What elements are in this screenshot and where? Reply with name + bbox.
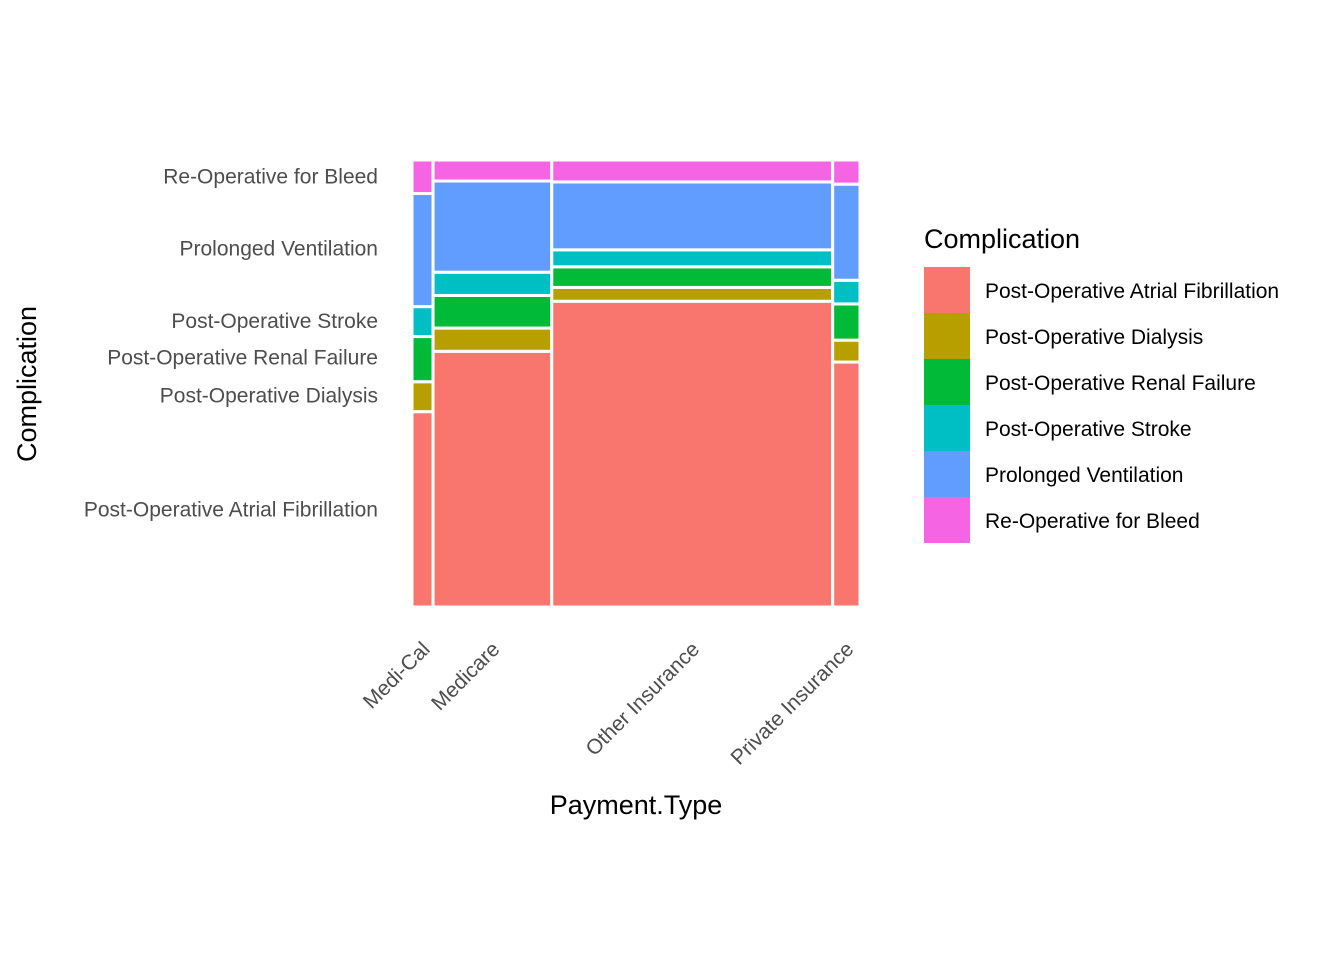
mosaic-tiles <box>410 158 862 609</box>
legend-key-re-operative-for-bleed <box>924 497 970 543</box>
x-tick-label: Medicare <box>427 638 504 715</box>
tile-medi-cal-re-operative-for-bleed <box>410 158 435 196</box>
legend-label: Re-Operative for Bleed <box>985 510 1200 533</box>
legend-items: Post-Operative Atrial Fibrillation Post-O… <box>924 267 1279 543</box>
tile-other-insurance-prolonged-ventilation <box>550 180 835 252</box>
tile-medicare-post-operative-stroke <box>431 270 554 297</box>
legend-label: Prolonged Ventilation <box>985 464 1184 487</box>
y-tick-label: Post-Operative Renal Failure <box>107 347 378 370</box>
legend-title: Complication <box>924 224 1080 254</box>
tile-medi-cal-post-operative-atrial-fibrillation <box>410 410 435 609</box>
tile-medicare-post-operative-dialysis <box>431 326 554 353</box>
legend-key-post-operative-atrial-fibrillation <box>924 267 970 313</box>
legend-key-post-operative-dialysis <box>924 313 970 359</box>
tile-medicare-post-operative-atrial-fibrillation <box>431 349 554 609</box>
x-axis-title: Payment.Type <box>550 790 723 820</box>
x-tick-label: Private Insurance <box>727 638 859 770</box>
tile-other-insurance-re-operative-for-bleed <box>550 158 835 184</box>
tile-private-insurance-post-operative-dialysis <box>831 338 862 364</box>
tile-medi-cal-post-operative-stroke <box>410 305 435 339</box>
tile-medicare-prolonged-ventilation <box>431 179 554 274</box>
tile-medi-cal-prolonged-ventilation <box>410 192 435 309</box>
tile-private-insurance-re-operative-for-bleed <box>831 158 862 186</box>
legend-label: Post-Operative Stroke <box>985 418 1192 441</box>
legend-label: Post-Operative Atrial Fibrillation <box>985 280 1279 303</box>
tile-medicare-re-operative-for-bleed <box>431 158 554 183</box>
x-tick-label: Medi-Cal <box>359 638 435 714</box>
tile-medi-cal-post-operative-dialysis <box>410 380 435 414</box>
legend-key-post-operative-stroke <box>924 405 970 451</box>
tile-medi-cal-post-operative-renal-failure <box>410 335 435 384</box>
tile-private-insurance-prolonged-ventilation <box>831 182 862 282</box>
y-axis-tick-labels: Re-Operative for Bleed Prolonged Ventilat… <box>84 166 378 522</box>
tile-other-insurance-post-operative-dialysis <box>550 285 835 303</box>
tile-private-insurance-post-operative-stroke <box>831 278 862 306</box>
tile-medicare-post-operative-renal-failure <box>431 293 554 330</box>
x-tick-label: Other Insurance <box>581 638 704 761</box>
y-tick-label: Prolonged Ventilation <box>180 238 379 261</box>
legend-label: Post-Operative Renal Failure <box>985 372 1256 395</box>
y-tick-label: Post-Operative Atrial Fibrillation <box>84 499 378 522</box>
legend-key-post-operative-renal-failure <box>924 359 970 405</box>
tile-private-insurance-post-operative-atrial-fibrillation <box>831 360 862 609</box>
y-tick-label: Post-Operative Dialysis <box>160 385 378 408</box>
legend-label: Post-Operative Dialysis <box>985 326 1203 349</box>
legend: Complication Post-Operative Atrial Fibri… <box>924 224 1279 543</box>
tile-other-insurance-post-operative-renal-failure <box>550 265 835 289</box>
y-tick-label: Post-Operative Stroke <box>171 310 378 333</box>
y-tick-label: Re-Operative for Bleed <box>163 166 378 189</box>
tile-private-insurance-post-operative-renal-failure <box>831 302 862 342</box>
tile-other-insurance-post-operative-stroke <box>550 248 835 269</box>
tile-other-insurance-post-operative-atrial-fibrillation <box>550 299 835 609</box>
y-axis-title: Complication <box>12 306 42 462</box>
legend-key-prolonged-ventilation <box>924 451 970 497</box>
